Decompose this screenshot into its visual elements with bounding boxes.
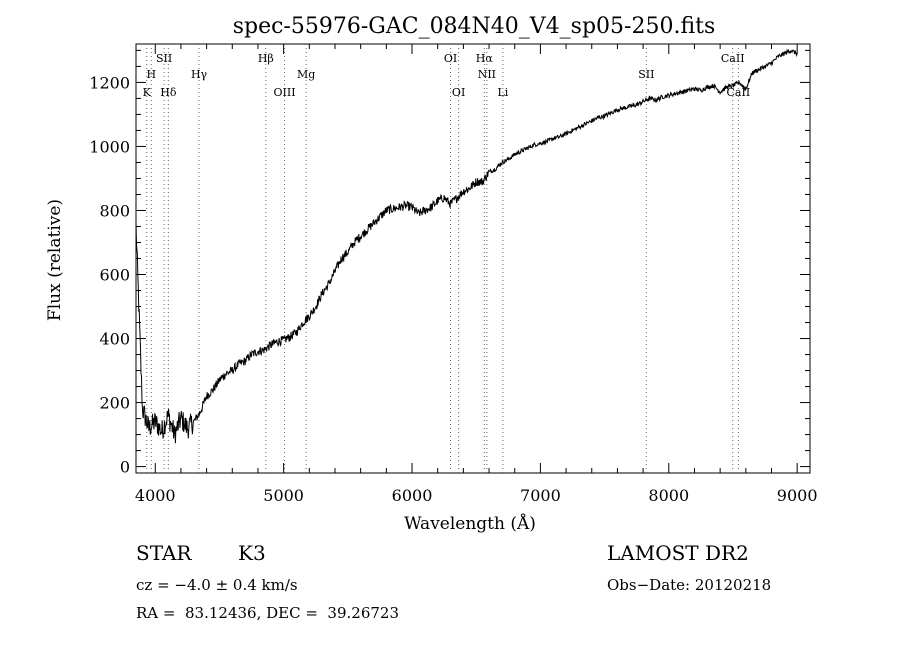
axis-ticks: 4000 5000 6000 7000 8000 9000 0 200 400 600 800 100… (89, 44, 818, 505)
y-tick-label: 400 (99, 330, 130, 349)
y-tick-label: 1000 (89, 137, 130, 156)
spectral-line-label: Hβ (258, 52, 274, 65)
spectral-line-label: OIII (274, 86, 296, 99)
spectral-line-label: Hδ (160, 86, 177, 99)
spectral-line-label: H (146, 68, 156, 81)
y-tick-label: 200 (99, 394, 130, 413)
y-tick-label: 0 (120, 458, 130, 477)
x-axis-label: Wavelength (Å) (404, 513, 536, 534)
y-axis-label: Flux (relative) (45, 199, 65, 321)
x-tick-label: 8000 (648, 486, 689, 505)
spectrum-series (135, 48, 798, 444)
y-tick-label: 800 (99, 201, 130, 220)
spectral-line-label: OI (452, 86, 465, 99)
survey-name: LAMOST DR2 (607, 541, 749, 565)
spectral-line-label: Li (497, 86, 508, 99)
obs-date-text: Obs−Date: 20120218 (607, 576, 772, 594)
y-tick-label: 1200 (89, 73, 130, 92)
spectral-line-label: SII (638, 68, 654, 81)
x-tick-label: 5000 (263, 486, 304, 505)
plot-frame (135, 43, 811, 474)
spectral-line-label: K (143, 86, 152, 99)
spectrum-line (135, 48, 798, 444)
spectral-line-label: SII (156, 52, 172, 65)
spectral-line-label: Hγ (191, 68, 208, 81)
coords-text: RA = 83.12436, DEC = 39.26723 (136, 604, 400, 622)
spectral-line-label: Hα (476, 52, 494, 65)
spectral-line-label: NII (478, 68, 496, 81)
x-tick-label: 6000 (392, 486, 433, 505)
spectral-line-label: Mg (297, 68, 315, 81)
spectral-line-label: CaII (721, 52, 745, 65)
x-tick-label: 9000 (777, 486, 818, 505)
object-class: STAR (136, 541, 192, 565)
redshift-text: cz = −4.0 ± 0.4 km/s (136, 576, 298, 594)
y-tick-label: 600 (99, 266, 130, 285)
spectral-line-label: OI (444, 52, 457, 65)
chart-title: spec-55976-GAC_084N40_V4_sp05-250.fits (233, 14, 716, 39)
x-tick-label: 7000 (520, 486, 561, 505)
x-tick-label: 4000 (135, 486, 176, 505)
object-subclass: K3 (238, 541, 266, 565)
